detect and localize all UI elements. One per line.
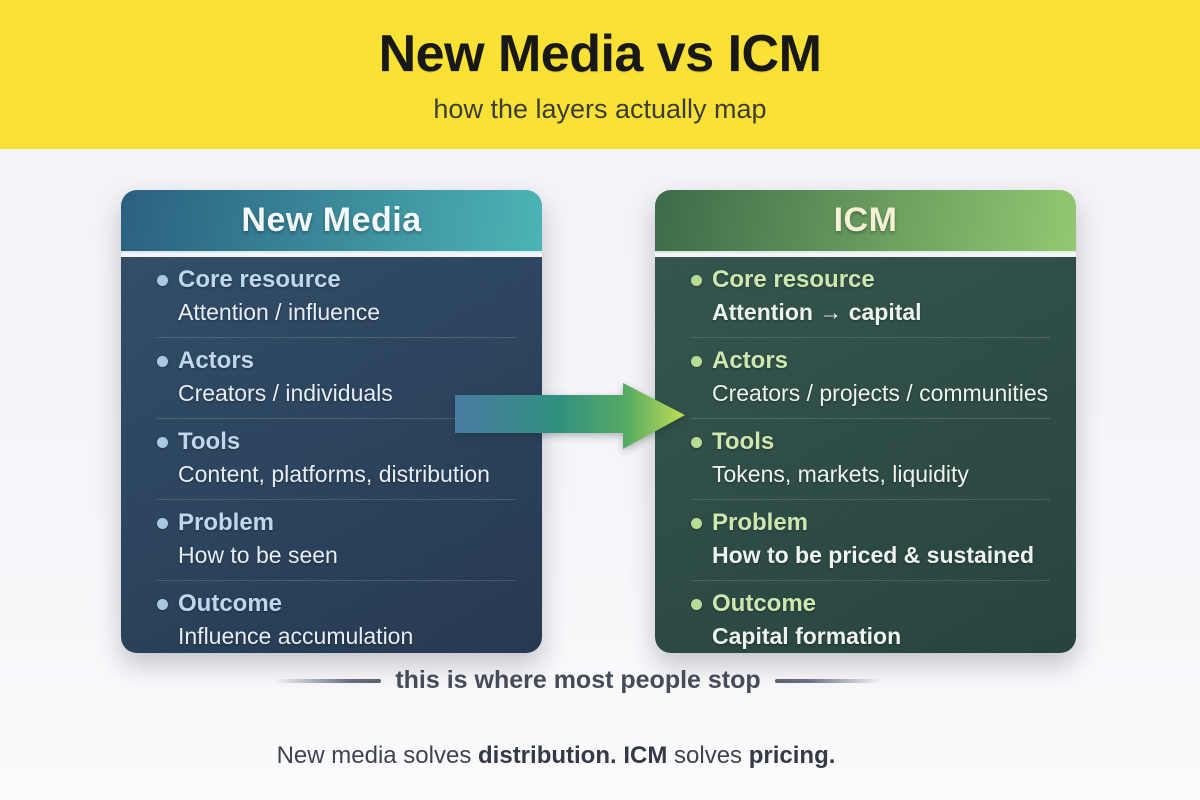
- item-value: Capital formation: [712, 623, 902, 649]
- conclusion-segment: New media solves: [276, 742, 479, 769]
- card-new-media-header: New Media: [121, 190, 542, 253]
- bullet-icon: [157, 274, 168, 286]
- card-icm-title: ICM: [833, 201, 898, 239]
- divider-text: this is where most people stop: [395, 666, 761, 694]
- item-label: Core resource: [178, 266, 341, 293]
- item-value: How to be priced & sustained: [712, 542, 1035, 568]
- bullet-icon: [691, 274, 702, 286]
- card-item: Actors Creators / projects / communities: [691, 338, 1050, 419]
- bullet-icon: [691, 355, 702, 367]
- item-label: Problem: [712, 509, 809, 536]
- card-item: Outcome Capital formation: [691, 581, 1050, 653]
- card-icm-header: ICM: [655, 190, 1076, 253]
- conclusion-bold-segment: ICM: [623, 742, 668, 769]
- bullet-icon: [691, 517, 702, 529]
- conclusion-segment: solves: [667, 742, 749, 769]
- conclusion-text: New media solves distribution. ICM solve…: [0, 742, 1200, 770]
- item-label: Problem: [178, 509, 275, 536]
- item-label: Outcome: [712, 590, 817, 617]
- item-label: Tools: [178, 428, 241, 455]
- page-subtitle: how the layers actually map: [433, 94, 767, 124]
- card-new-media-body: Core resource Attention / influence Actors…: [121, 257, 542, 653]
- item-value: Influence accumulation: [178, 623, 414, 649]
- card-new-media-title: New Media: [241, 201, 422, 239]
- card-item: Problem How to be seen: [157, 500, 516, 581]
- item-label: Actors: [178, 347, 255, 374]
- divider-line-right: [774, 678, 881, 683]
- card-icm-items: Core resource Attention → capital Actors Cr…: [691, 257, 1050, 653]
- bullet-icon: [157, 436, 168, 448]
- card-icm: ICM Core resource Attention → capital Acto…: [655, 190, 1076, 653]
- conclusion-bold-segment: pricing.: [748, 742, 836, 769]
- item-value: Tokens, markets, liquidity: [712, 461, 969, 487]
- item-value: Content, platforms, distribution: [178, 461, 490, 487]
- card-icm-body: Core resource Attention → capital Actors Cr…: [655, 257, 1076, 653]
- item-value: How to be seen: [178, 542, 338, 568]
- item-label: Core resource: [712, 266, 875, 293]
- item-label: Tools: [712, 428, 775, 455]
- item-value: Creators / projects / communities: [712, 380, 1049, 406]
- item-label: Actors: [712, 347, 789, 374]
- conclusion-bold-segment: distribution.: [478, 742, 617, 769]
- card-item: Problem How to be priced & sustained: [691, 500, 1050, 581]
- bullet-icon: [157, 598, 168, 610]
- card-item: Core resource Attention / influence: [157, 257, 516, 338]
- card-item: Outcome Influence accumulation: [157, 581, 516, 653]
- bullet-icon: [691, 598, 702, 610]
- card-item: Core resource Attention → capital: [691, 257, 1050, 338]
- divider-line-left: [275, 678, 382, 683]
- card-new-media-items: Core resource Attention / influence Actors…: [157, 257, 516, 653]
- item-label: Outcome: [178, 590, 283, 617]
- right-arrow-icon: [455, 383, 685, 449]
- bullet-icon: [157, 517, 168, 529]
- header-band: New Media vs ICM how the layers actually…: [0, 0, 1200, 149]
- divider-row: this is where most people stop: [0, 666, 1200, 695]
- item-value: Attention → capital: [712, 299, 922, 325]
- bullet-icon: [691, 436, 702, 448]
- bullet-icon: [157, 355, 168, 367]
- page-title: New Media vs ICM: [378, 25, 822, 83]
- item-value: Attention / influence: [178, 299, 381, 325]
- card-item: Tools Tokens, markets, liquidity: [691, 419, 1050, 500]
